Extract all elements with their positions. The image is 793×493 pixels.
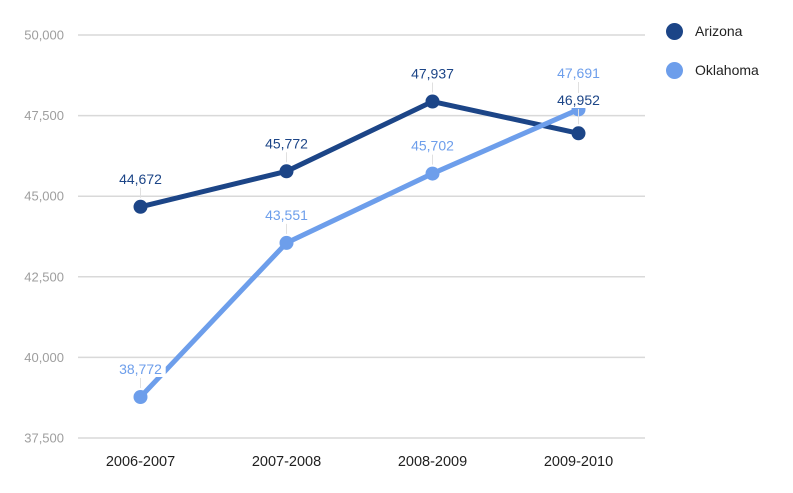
y-axis-tick-label: 40,000 bbox=[24, 350, 64, 365]
y-axis-tick-label: 37,500 bbox=[24, 431, 64, 446]
data-label-background bbox=[553, 93, 604, 108]
x-axis-tick-label: 2009-2010 bbox=[544, 454, 613, 470]
arizona-data-point bbox=[571, 126, 586, 141]
data-label-background bbox=[261, 136, 312, 152]
data-label-background bbox=[261, 207, 312, 223]
legend-label-oklahoma: Oklahoma bbox=[695, 62, 759, 78]
arizona-data-point bbox=[133, 199, 148, 214]
oklahoma-data-point bbox=[133, 389, 148, 404]
oklahoma-data-label: 45,702 bbox=[411, 138, 454, 154]
y-axis-tick-label: 50,000 bbox=[24, 28, 64, 43]
y-axis-tick-label: 42,500 bbox=[24, 269, 64, 284]
oklahoma-series-swatch-icon bbox=[666, 62, 683, 79]
arizona-data-label: 44,672 bbox=[119, 171, 162, 187]
legend-item-oklahoma: Oklahoma bbox=[666, 62, 759, 79]
oklahoma-data-point bbox=[279, 235, 294, 250]
data-label-background bbox=[553, 66, 604, 81]
oklahoma-data-label: 47,691 bbox=[557, 65, 600, 81]
chart-legend: Arizona Oklahoma bbox=[666, 23, 759, 79]
x-axis-tick-label: 2007-2008 bbox=[252, 454, 321, 470]
y-axis-tick-label: 47,500 bbox=[24, 108, 64, 123]
arizona-series-line bbox=[138, 99, 581, 210]
data-label-background bbox=[407, 138, 458, 154]
arizona-data-point bbox=[425, 94, 440, 109]
x-axis-tick-label: 2006-2007 bbox=[106, 454, 175, 470]
legend-item-arizona: Arizona bbox=[666, 23, 759, 40]
arizona-series-swatch-icon bbox=[666, 23, 683, 40]
legend-label-arizona: Arizona bbox=[695, 23, 743, 39]
arizona-data-label: 47,937 bbox=[411, 66, 454, 82]
arizona-data-point bbox=[279, 164, 294, 179]
arizona-data-label: 45,772 bbox=[265, 135, 308, 151]
oklahoma-data-point bbox=[425, 166, 440, 181]
data-label-background bbox=[407, 66, 458, 82]
oklahoma-data-label: 38,772 bbox=[119, 361, 162, 377]
y-axis-tick-label: 45,000 bbox=[24, 189, 64, 204]
x-axis-tick-label: 2008-2009 bbox=[398, 454, 467, 470]
oklahoma-data-label: 43,551 bbox=[265, 207, 308, 223]
oklahoma-series-line bbox=[138, 106, 581, 400]
arizona-data-label: 46,952 bbox=[557, 92, 600, 108]
data-label-background bbox=[115, 361, 166, 377]
data-label-background bbox=[115, 171, 166, 187]
